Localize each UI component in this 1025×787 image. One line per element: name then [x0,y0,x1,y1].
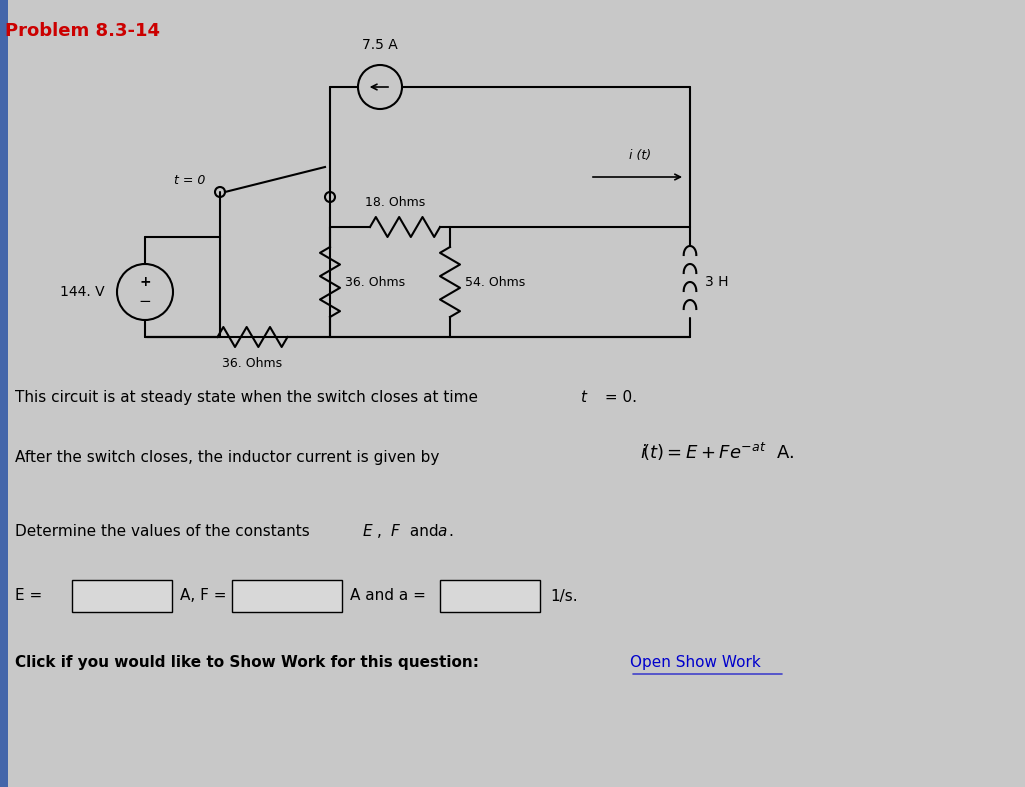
Text: t = 0: t = 0 [173,173,205,187]
Text: ,: , [377,524,386,540]
Text: After the switch closes, the inductor current is given by: After the switch closes, the inductor cu… [15,449,444,464]
Text: Open Show Work: Open Show Work [630,655,761,670]
Text: A and a =: A and a = [350,589,425,604]
Text: $i\!\left(t\right) = E + Fe^{-at}$  A.: $i\!\left(t\right) = E + Fe^{-at}$ A. [640,441,794,463]
FancyBboxPatch shape [72,580,172,612]
Text: This circuit is at steady state when the switch closes at time: This circuit is at steady state when the… [15,390,483,405]
Text: 7.5 A: 7.5 A [362,38,398,52]
Text: F: F [391,524,400,540]
Text: 54. Ohms: 54. Ohms [465,275,525,289]
Text: 144. V: 144. V [60,285,105,299]
Text: Determine the values of the constants: Determine the values of the constants [15,524,315,540]
Text: Click if you would like to Show Work for this question:: Click if you would like to Show Work for… [15,655,479,670]
Text: t: t [580,390,586,405]
Text: E: E [363,524,373,540]
Text: a: a [437,524,446,540]
Text: = 0.: = 0. [600,390,637,405]
Text: i (t): i (t) [629,149,651,162]
Text: 36. Ohms: 36. Ohms [222,357,283,370]
Text: 18. Ohms: 18. Ohms [365,196,425,209]
Text: 3 H: 3 H [705,275,729,289]
Text: E =: E = [15,589,42,604]
Text: 1/s.: 1/s. [550,589,578,604]
Text: and: and [405,524,444,540]
FancyBboxPatch shape [232,580,342,612]
Text: −: − [138,294,152,309]
Text: A, F =: A, F = [180,589,227,604]
Text: +: + [139,275,151,289]
Text: 36. Ohms: 36. Ohms [345,275,405,289]
FancyBboxPatch shape [0,0,8,787]
Text: .: . [448,524,453,540]
Text: Problem 8.3-14: Problem 8.3-14 [5,22,160,40]
FancyBboxPatch shape [440,580,540,612]
